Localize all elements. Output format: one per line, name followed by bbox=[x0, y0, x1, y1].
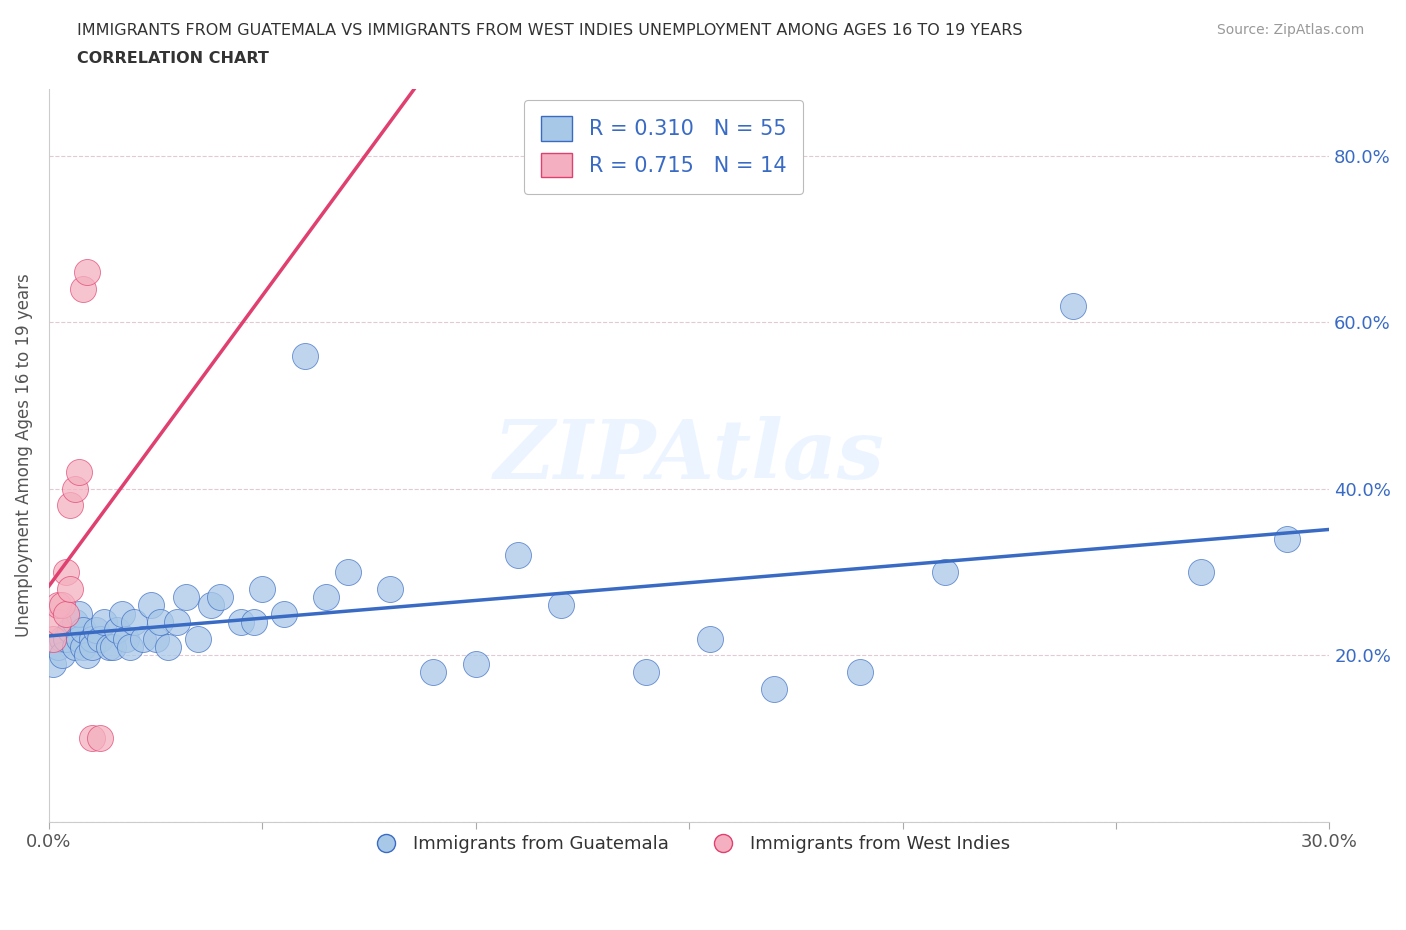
Point bbox=[208, 590, 231, 604]
Point bbox=[110, 606, 132, 621]
Point bbox=[59, 498, 82, 513]
Point bbox=[67, 465, 90, 480]
Point bbox=[72, 623, 94, 638]
Point bbox=[380, 581, 402, 596]
Point bbox=[124, 615, 146, 630]
Point bbox=[273, 606, 295, 621]
Point bbox=[51, 648, 73, 663]
Point bbox=[699, 631, 721, 646]
Point bbox=[336, 565, 359, 579]
Point bbox=[252, 581, 274, 596]
Point bbox=[59, 581, 82, 596]
Point bbox=[42, 657, 65, 671]
Y-axis label: Unemployment Among Ages 16 to 19 years: Unemployment Among Ages 16 to 19 years bbox=[15, 273, 32, 637]
Point bbox=[508, 548, 530, 563]
Point bbox=[51, 631, 73, 646]
Point bbox=[76, 265, 98, 280]
Point bbox=[72, 640, 94, 655]
Text: Source: ZipAtlas.com: Source: ZipAtlas.com bbox=[1216, 23, 1364, 37]
Point bbox=[636, 664, 658, 679]
Point bbox=[55, 606, 77, 621]
Point bbox=[849, 664, 872, 679]
Point bbox=[157, 640, 180, 655]
Text: CORRELATION CHART: CORRELATION CHART bbox=[77, 51, 269, 66]
Point bbox=[59, 623, 82, 638]
Point bbox=[101, 640, 124, 655]
Point bbox=[63, 482, 86, 497]
Point bbox=[1189, 565, 1212, 579]
Point bbox=[84, 623, 107, 638]
Point bbox=[763, 681, 786, 696]
Point bbox=[55, 565, 77, 579]
Point bbox=[67, 606, 90, 621]
Point bbox=[55, 631, 77, 646]
Point bbox=[174, 590, 197, 604]
Point bbox=[315, 590, 337, 604]
Point bbox=[1062, 299, 1084, 313]
Point bbox=[89, 631, 111, 646]
Point bbox=[149, 615, 172, 630]
Point bbox=[550, 598, 572, 613]
Point bbox=[97, 640, 120, 655]
Point bbox=[464, 657, 486, 671]
Point bbox=[72, 282, 94, 297]
Point bbox=[105, 623, 128, 638]
Point bbox=[67, 631, 90, 646]
Point bbox=[120, 640, 142, 655]
Text: ZIPAtlas: ZIPAtlas bbox=[494, 416, 884, 496]
Point bbox=[80, 640, 103, 655]
Text: IMMIGRANTS FROM GUATEMALA VS IMMIGRANTS FROM WEST INDIES UNEMPLOYMENT AMONG AGES: IMMIGRANTS FROM GUATEMALA VS IMMIGRANTS … bbox=[77, 23, 1022, 38]
Point bbox=[1275, 531, 1298, 546]
Point bbox=[114, 631, 136, 646]
Point bbox=[46, 598, 69, 613]
Point bbox=[80, 731, 103, 746]
Point bbox=[294, 348, 316, 363]
Point bbox=[80, 631, 103, 646]
Legend: Immigrants from Guatemala, Immigrants from West Indies: Immigrants from Guatemala, Immigrants fr… bbox=[361, 828, 1018, 860]
Point bbox=[51, 598, 73, 613]
Point bbox=[145, 631, 167, 646]
Point bbox=[422, 664, 444, 679]
Point bbox=[93, 615, 115, 630]
Point bbox=[141, 598, 163, 613]
Point bbox=[229, 615, 252, 630]
Point bbox=[63, 640, 86, 655]
Point bbox=[200, 598, 222, 613]
Point bbox=[46, 640, 69, 655]
Point bbox=[76, 648, 98, 663]
Point bbox=[89, 731, 111, 746]
Point bbox=[187, 631, 209, 646]
Point bbox=[934, 565, 956, 579]
Point bbox=[42, 631, 65, 646]
Point bbox=[46, 615, 69, 630]
Point bbox=[63, 615, 86, 630]
Point bbox=[132, 631, 155, 646]
Point bbox=[243, 615, 266, 630]
Point bbox=[166, 615, 188, 630]
